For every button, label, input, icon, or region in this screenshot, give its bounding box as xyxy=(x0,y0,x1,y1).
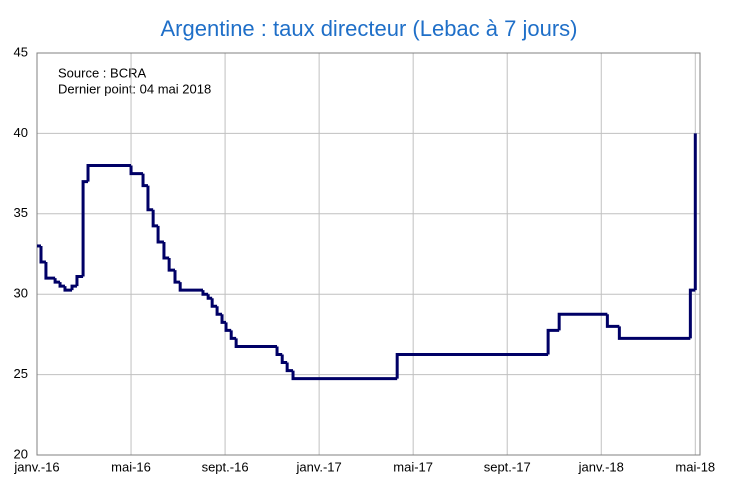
step-segment xyxy=(86,164,132,182)
y-tick-label: 45 xyxy=(14,44,28,59)
x-tick-label: janv.-16 xyxy=(13,459,59,474)
annotation: Source : BCRA xyxy=(58,65,146,80)
y-tick-label: 25 xyxy=(14,366,28,381)
step-segment xyxy=(280,354,288,365)
step-segment xyxy=(44,262,56,280)
step-segment xyxy=(617,326,691,340)
step-segment xyxy=(162,241,170,260)
step-segment xyxy=(39,245,46,264)
step-segment xyxy=(605,314,620,328)
step-segment xyxy=(178,282,203,292)
step-segment xyxy=(156,225,164,244)
step-segment xyxy=(173,270,181,284)
step-segment xyxy=(81,180,89,277)
step-segment xyxy=(557,312,608,331)
y-tick-label: 20 xyxy=(14,446,28,461)
step-segment xyxy=(58,282,65,288)
x-tick-label: sept.-16 xyxy=(202,459,249,474)
step-segment xyxy=(210,298,218,308)
step-segment xyxy=(201,290,209,296)
step-segment xyxy=(395,353,549,379)
step-segment xyxy=(129,165,144,176)
chart-title: Argentine : taux directeur (Lebac à 7 jo… xyxy=(160,16,577,41)
y-tick-label: 40 xyxy=(14,125,28,140)
step-segment xyxy=(291,370,398,381)
plot-frame xyxy=(36,52,701,456)
step-segment xyxy=(275,346,283,356)
step-segment xyxy=(688,288,696,339)
step-segment xyxy=(224,322,232,332)
x-tick-label: mai-16 xyxy=(111,459,151,474)
annotation: Dernier point: 04 mai 2018 xyxy=(58,81,211,96)
step-segment xyxy=(234,338,278,348)
step-segment xyxy=(75,275,84,287)
x-tick-label: mai-17 xyxy=(393,459,433,474)
step-segment xyxy=(151,209,159,228)
x-tick-label: janv.-17 xyxy=(295,459,341,474)
x-tick-label: mai-18 xyxy=(675,459,715,474)
y-tick-label: 35 xyxy=(14,205,28,220)
step-segment xyxy=(53,278,61,284)
step-segment xyxy=(167,258,176,272)
y-tick-label: 30 xyxy=(14,286,28,301)
step-segment xyxy=(206,294,213,300)
step-segment xyxy=(546,328,560,355)
step-segment xyxy=(229,330,237,340)
step-segment xyxy=(70,284,77,291)
step-segment xyxy=(285,362,294,373)
x-tick-label: janv.-18 xyxy=(578,459,624,474)
step-segment xyxy=(146,185,154,212)
step-segment xyxy=(215,306,223,316)
x-tick-label: sept.-17 xyxy=(484,459,531,474)
step-segment xyxy=(63,286,73,292)
step-segment xyxy=(141,173,148,188)
